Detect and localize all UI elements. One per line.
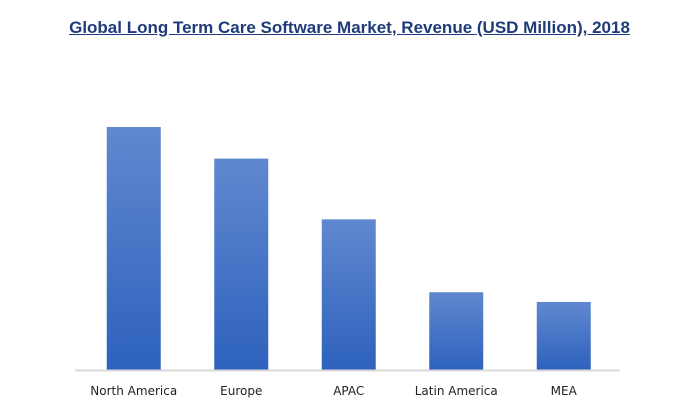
- bar-latin-america: [429, 292, 484, 370]
- x-tick-label: Latin America: [415, 384, 498, 398]
- bar-europe: [214, 158, 269, 370]
- chart-title: Global Long Term Care Software Market, R…: [69, 18, 630, 37]
- x-tick-label: MEA: [551, 384, 578, 398]
- x-tick-label: APAC: [333, 384, 364, 398]
- x-tick-label: Europe: [220, 384, 262, 398]
- bar-north-america: [106, 127, 161, 370]
- bar-apac: [321, 219, 376, 370]
- x-tick-label: North America: [90, 384, 177, 398]
- bar-mea: [536, 301, 591, 370]
